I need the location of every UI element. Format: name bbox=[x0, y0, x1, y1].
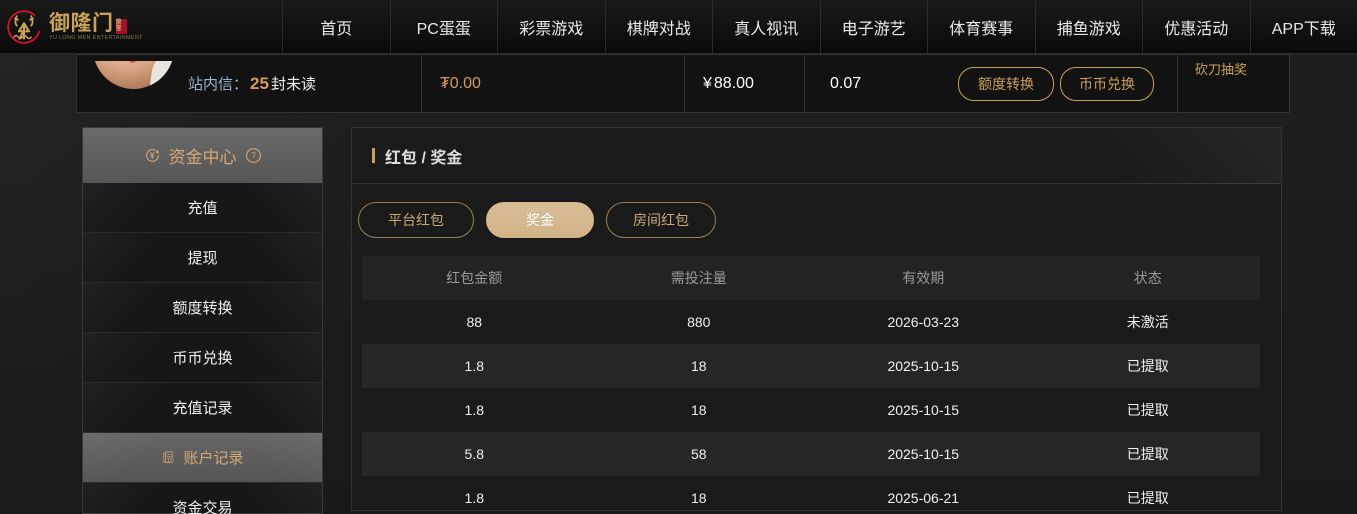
svg-text:?: ? bbox=[251, 151, 256, 160]
svg-text:¥: ¥ bbox=[150, 151, 155, 160]
